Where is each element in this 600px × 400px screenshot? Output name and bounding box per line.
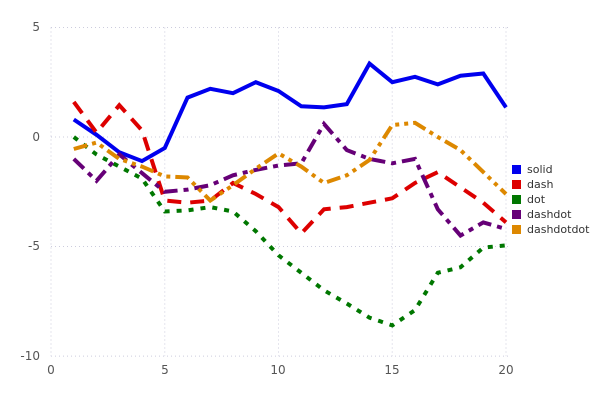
- ytick-label-0: 0: [32, 130, 40, 144]
- legend-label-dashdot: dashdot: [527, 208, 572, 221]
- legend-item-dashdot: dashdot: [512, 207, 589, 222]
- legend-label-dashdotdot: dashdotdot: [527, 223, 590, 236]
- xtick-label-15: 15: [384, 363, 400, 377]
- legend-marker-dot: [512, 195, 521, 204]
- legend-label-dot: dot: [527, 193, 546, 206]
- legend-marker-dashdot: [512, 210, 521, 219]
- legend-item-dot: dot: [512, 192, 589, 207]
- xtick-label-10: 10: [270, 363, 286, 377]
- series-line-dashdotdot: [73, 120, 508, 204]
- legend-marker-dashdotdot: [512, 225, 521, 234]
- series-line-dashdot: [72, 120, 507, 239]
- legend-item-dashdotdot: dashdotdot: [512, 222, 589, 237]
- legend: solid dash dot dashdot dashdotdot: [512, 162, 589, 237]
- series-line-dot: [72, 135, 507, 328]
- legend-marker-dash: [512, 180, 521, 189]
- ytick-label-m10: -10: [20, 349, 40, 363]
- series-line-solid: [72, 60, 508, 164]
- legend-item-dash: dash: [512, 177, 589, 192]
- xtick-label-20: 20: [498, 363, 514, 377]
- series-lines: [72, 60, 508, 328]
- ytick-label-5: 5: [32, 20, 40, 34]
- legend-label-solid: solid: [527, 163, 553, 176]
- ytick-label-m5: -5: [28, 239, 40, 253]
- legend-marker-solid: [512, 165, 521, 174]
- xtick-label-5: 5: [161, 363, 169, 377]
- xtick-label-0: 0: [47, 363, 55, 377]
- legend-item-solid: solid: [512, 162, 589, 177]
- series-line-dash: [72, 100, 508, 237]
- gridlines: [50, 26, 509, 357]
- legend-label-dash: dash: [527, 178, 554, 191]
